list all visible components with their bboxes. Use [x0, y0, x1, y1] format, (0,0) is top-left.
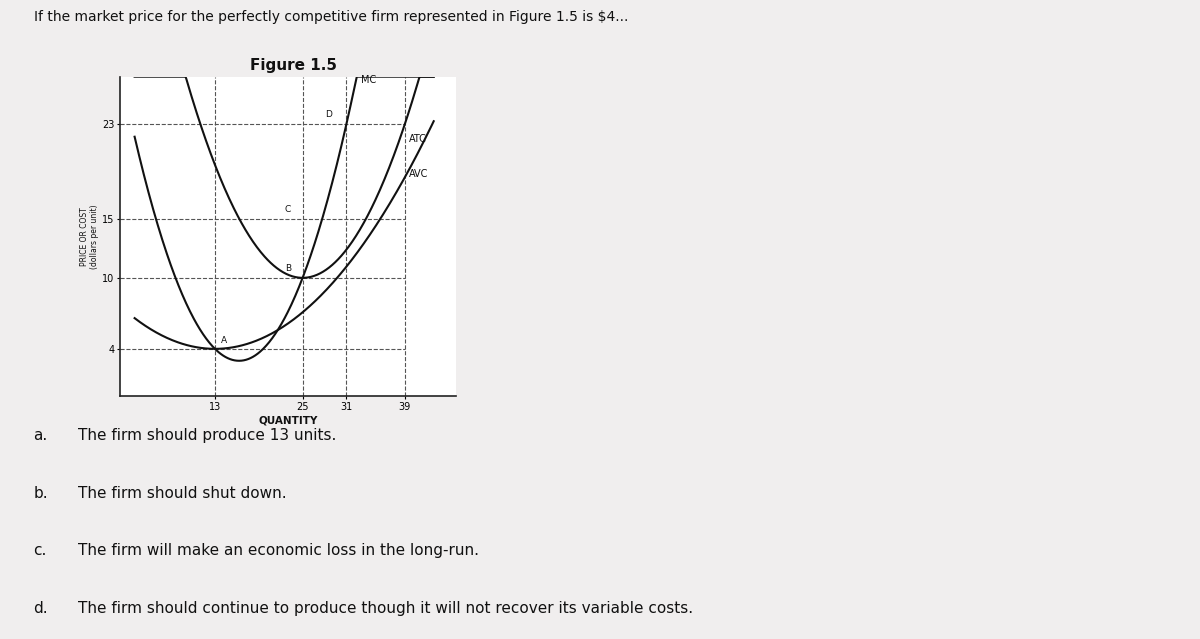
Text: d.: d. [34, 601, 48, 615]
Text: AVC: AVC [408, 169, 428, 180]
Text: b.: b. [34, 486, 48, 500]
Text: The firm should produce 13 units.: The firm should produce 13 units. [78, 428, 336, 443]
Text: D: D [325, 111, 331, 119]
Text: B: B [284, 264, 292, 273]
Text: The firm should shut down.: The firm should shut down. [78, 486, 287, 500]
Text: C: C [284, 205, 292, 214]
Text: c.: c. [34, 543, 47, 558]
Text: a.: a. [34, 428, 48, 443]
X-axis label: QUANTITY: QUANTITY [258, 416, 318, 426]
Text: If the market price for the perfectly competitive firm represented in Figure 1.5: If the market price for the perfectly co… [34, 10, 628, 24]
Text: ATC: ATC [408, 134, 426, 144]
Text: The firm will make an economic loss in the long-run.: The firm will make an economic loss in t… [78, 543, 479, 558]
Text: MC: MC [361, 75, 377, 84]
Text: The firm should continue to produce though it will not recover its variable cost: The firm should continue to produce thou… [78, 601, 694, 615]
Text: A: A [221, 336, 227, 345]
Text: Figure 1.5: Figure 1.5 [251, 58, 337, 72]
Y-axis label: PRICE OR COST
(dollars per unit): PRICE OR COST (dollars per unit) [80, 204, 100, 269]
